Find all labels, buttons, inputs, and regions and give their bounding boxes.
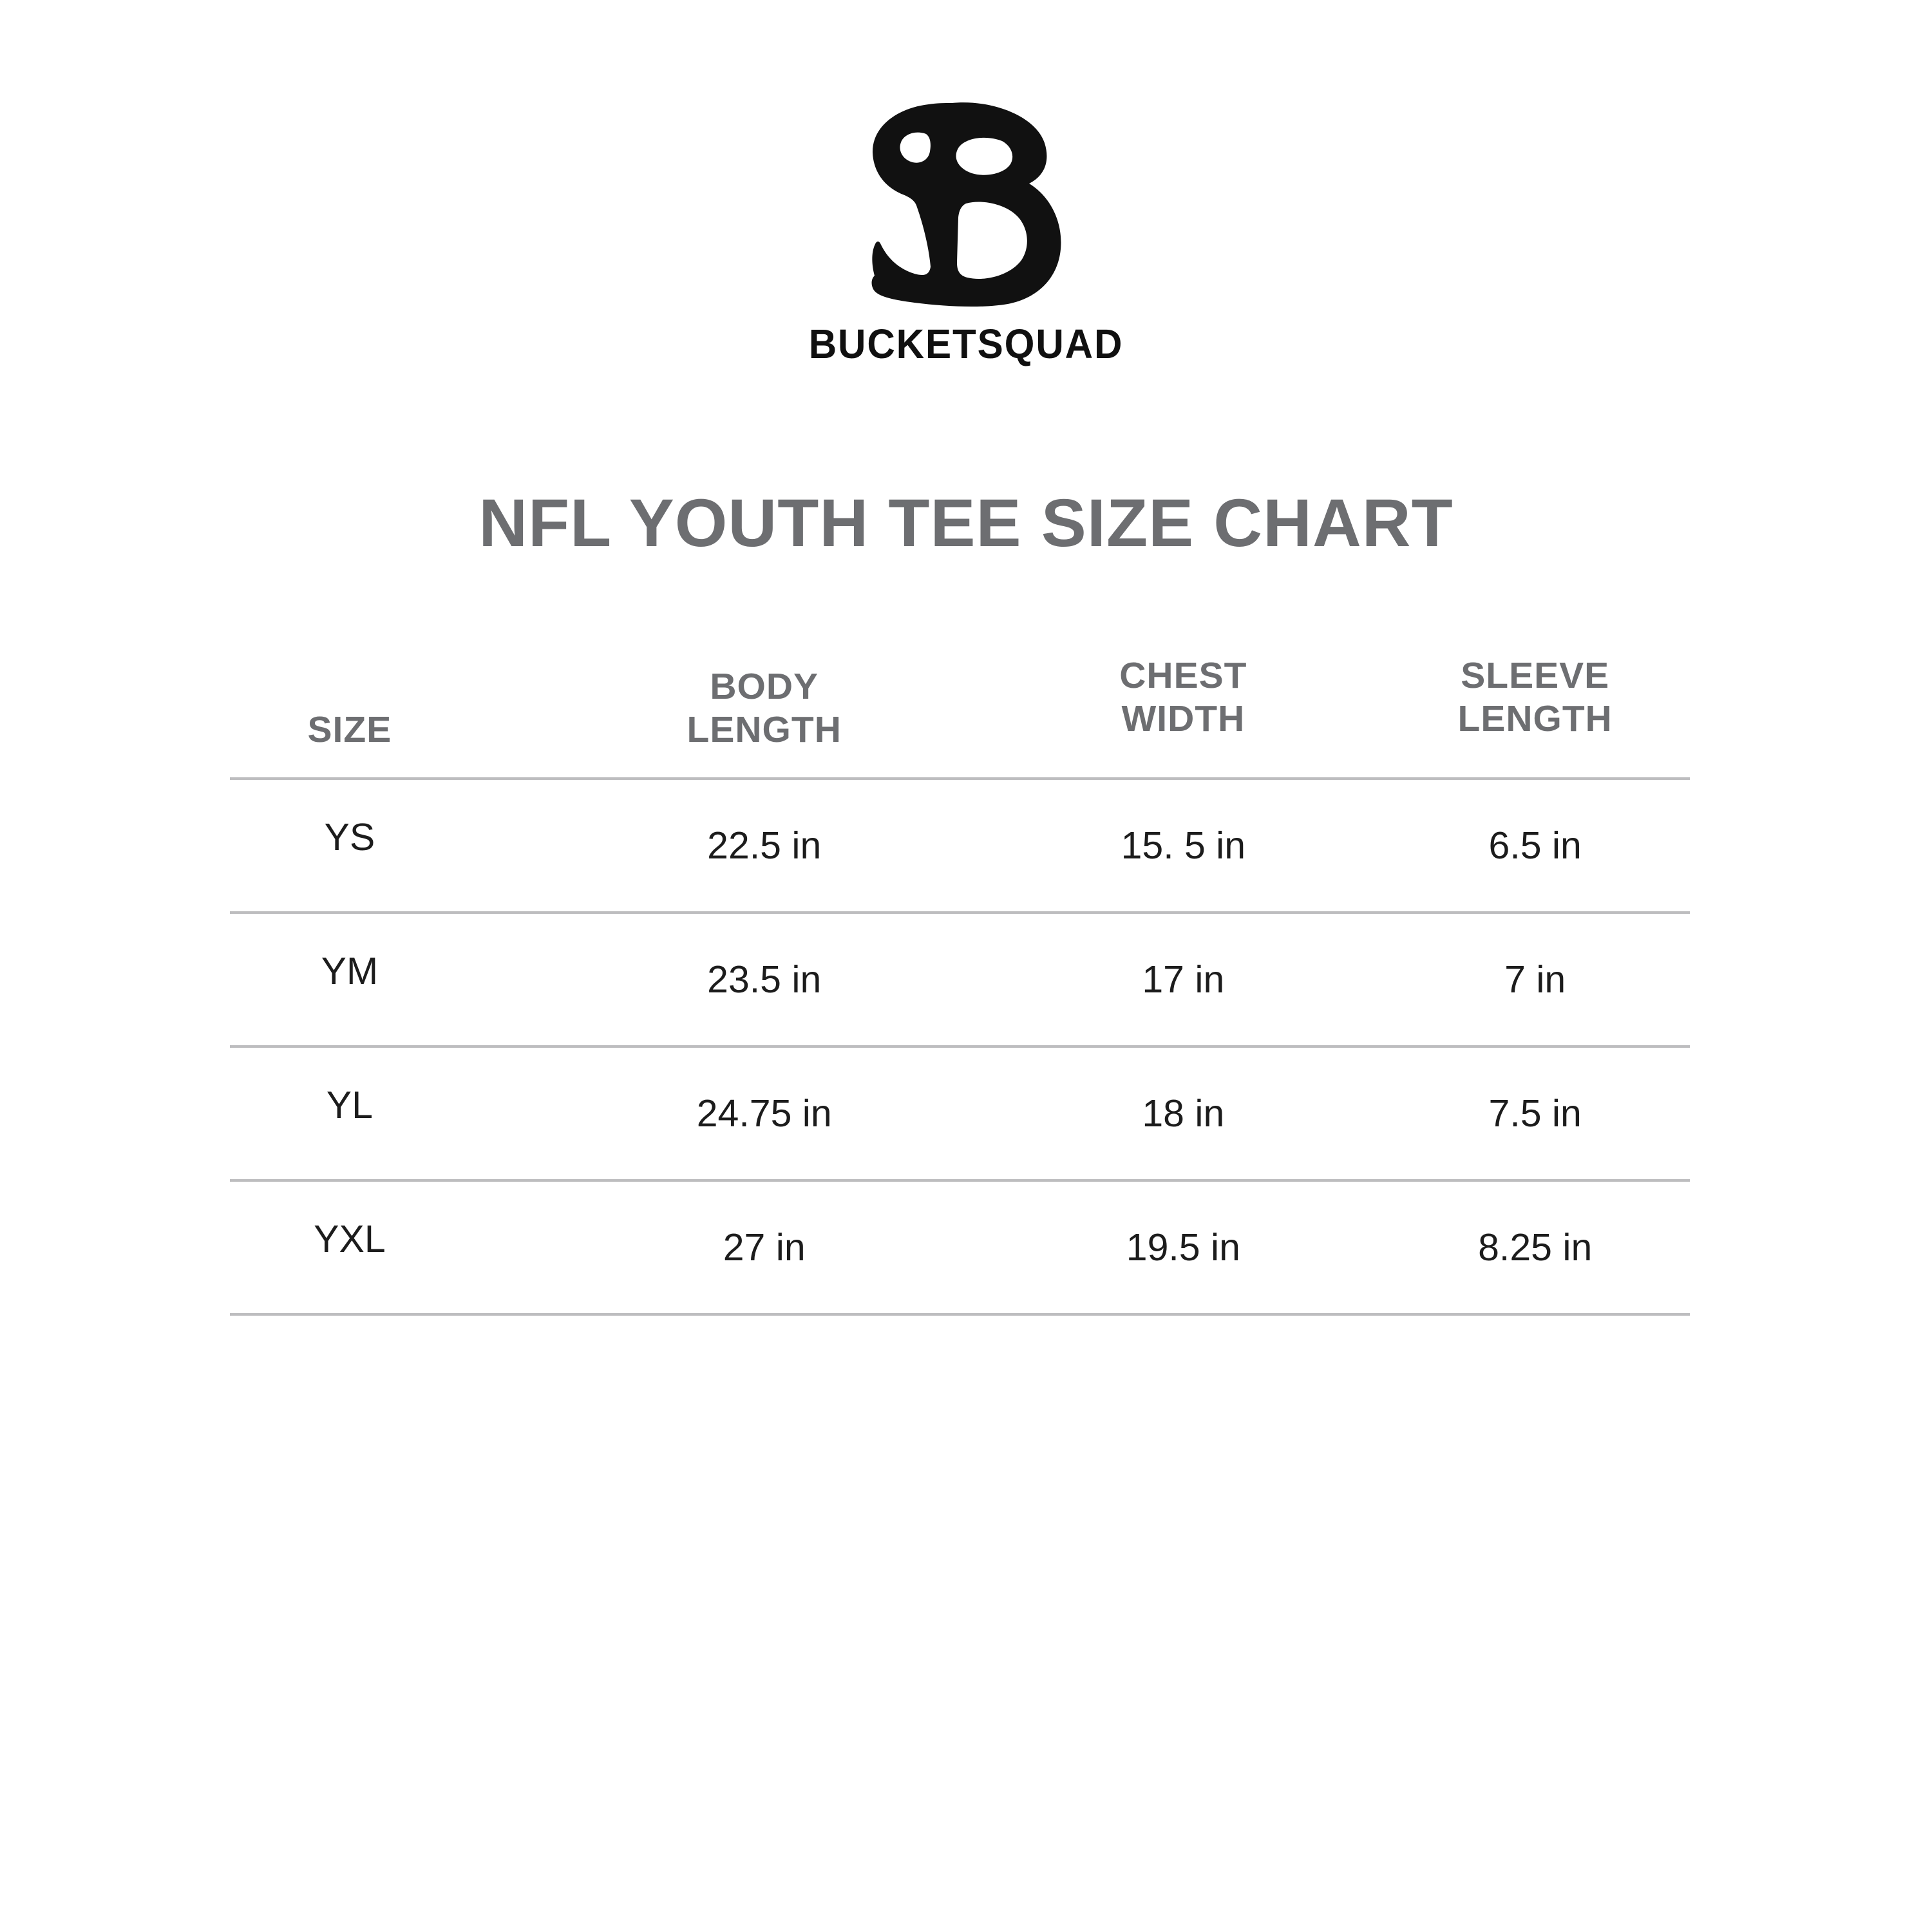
cell-body-length: 23.5 in [707, 958, 822, 1001]
cell-sleeve-length: 8.25 in [1478, 1226, 1593, 1269]
cell-size: YXL [314, 1218, 386, 1260]
cell-sleeve-length: 7 in [1504, 958, 1566, 1001]
cell-chest-width: 17 in [1142, 958, 1225, 1001]
page-title: NFL YOUTH TEE SIZE CHART [478, 486, 1454, 561]
bucketsquad-b-monogram-icon [871, 102, 1061, 307]
cell-chest-width: 15. 5 in [1121, 824, 1246, 867]
brand-logo [869, 102, 1063, 308]
size-chart-table: SIZE BODY LENGTH CHEST WIDTH SLEEVE LENG… [230, 655, 1690, 1316]
table-row: YL 24.75 in 18 in 7.5 in [230, 1048, 1690, 1182]
cell-size: YL [326, 1084, 373, 1126]
cell-chest-width: 18 in [1142, 1092, 1225, 1135]
cell-size: YM [321, 950, 379, 992]
brand-name-text: BUCKETSQUAD [808, 321, 1124, 367]
cell-chest-width: 19.5 in [1126, 1226, 1240, 1269]
col-header-size: SIZE [307, 709, 392, 750]
cell-body-length: 24.75 in [696, 1092, 832, 1135]
col-header-chest-width: CHEST WIDTH [1119, 655, 1247, 739]
table-row: YM 23.5 in 17 in 7 in [230, 914, 1690, 1048]
cell-body-length: 27 in [723, 1226, 806, 1269]
cell-sleeve-length: 6.5 in [1488, 824, 1582, 867]
table-header-row: SIZE BODY LENGTH CHEST WIDTH SLEEVE LENG… [230, 655, 1690, 780]
col-header-sleeve-length: SLEEVE LENGTH [1457, 655, 1613, 739]
brand-name: BUCKETSQUAD [799, 320, 1133, 368]
col-header-body-length: BODY LENGTH [687, 666, 842, 750]
cell-size: YS [324, 816, 375, 858]
table-row: YS 22.5 in 15. 5 in 6.5 in [230, 780, 1690, 914]
cell-sleeve-length: 7.5 in [1488, 1092, 1582, 1135]
cell-body-length: 22.5 in [707, 824, 822, 867]
table-row: YXL 27 in 19.5 in 8.25 in [230, 1182, 1690, 1316]
